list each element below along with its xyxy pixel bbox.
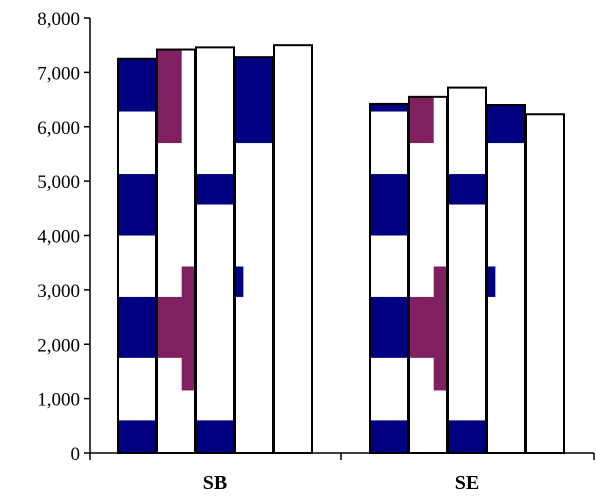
y-tick-label: 7,000 xyxy=(37,63,80,84)
bars-layer xyxy=(117,44,565,455)
x-tick-label: SB xyxy=(203,472,227,494)
bar-sb-1 xyxy=(117,57,157,454)
pattern-block xyxy=(409,296,447,358)
pattern-block xyxy=(196,420,234,453)
pattern-block xyxy=(118,174,156,236)
bar-se-1 xyxy=(369,102,409,454)
bar-fill xyxy=(370,103,408,453)
bar-sb-3 xyxy=(195,46,235,455)
pattern-block xyxy=(118,296,156,358)
bar-pattern xyxy=(157,49,195,391)
pattern-block xyxy=(157,296,195,358)
bar-pattern xyxy=(118,58,156,453)
pattern-block xyxy=(235,266,244,297)
bar-sb-5 xyxy=(273,44,313,454)
pattern-block xyxy=(370,103,408,112)
y-tick-label: 0 xyxy=(71,444,81,465)
bar-se-3 xyxy=(447,86,487,454)
pattern-block xyxy=(118,58,156,112)
y-tick-label: 5,000 xyxy=(37,172,80,193)
bar-fill xyxy=(274,45,312,453)
bar-fill xyxy=(118,58,156,453)
bar-pattern xyxy=(487,105,525,297)
pattern-block xyxy=(409,96,434,144)
y-tick-label: 4,000 xyxy=(37,227,80,248)
pattern-block xyxy=(448,420,486,453)
pattern-block xyxy=(370,420,408,453)
pattern-block xyxy=(370,174,408,236)
bar-fill xyxy=(526,114,564,454)
bar-pattern xyxy=(235,57,273,297)
pattern-block xyxy=(118,420,156,453)
y-tick-label: 3,000 xyxy=(37,281,80,302)
bar-pattern xyxy=(196,174,234,453)
bar-fill xyxy=(196,47,234,454)
pattern-block xyxy=(487,105,525,144)
x-tick-label: SE xyxy=(455,472,479,494)
bar-se-2 xyxy=(408,95,448,454)
pattern-block xyxy=(235,57,273,144)
bar-se-4 xyxy=(486,104,526,454)
y-tick-label: 6,000 xyxy=(37,118,80,139)
bar-sb-4 xyxy=(234,56,274,455)
axes-layer: SB SE 0 1,000 2,000 3,000 4,000 5,000 6,000 7,000… xyxy=(37,9,595,494)
pattern-block xyxy=(157,49,182,144)
y-tick-label: 2,000 xyxy=(37,335,80,356)
bar-se-5 xyxy=(525,113,565,455)
y-tick-label: 8,000 xyxy=(37,9,80,30)
pattern-block xyxy=(487,266,496,297)
pattern-block xyxy=(370,296,408,358)
bar-pattern xyxy=(448,174,486,453)
bar-pattern xyxy=(370,103,408,453)
pattern-block xyxy=(448,174,486,205)
bar-pattern xyxy=(409,96,447,391)
y-tick-label: 1,000 xyxy=(37,390,80,411)
bar-fill xyxy=(448,87,486,453)
bar-sb-2 xyxy=(156,48,196,454)
pattern-block xyxy=(196,174,234,205)
